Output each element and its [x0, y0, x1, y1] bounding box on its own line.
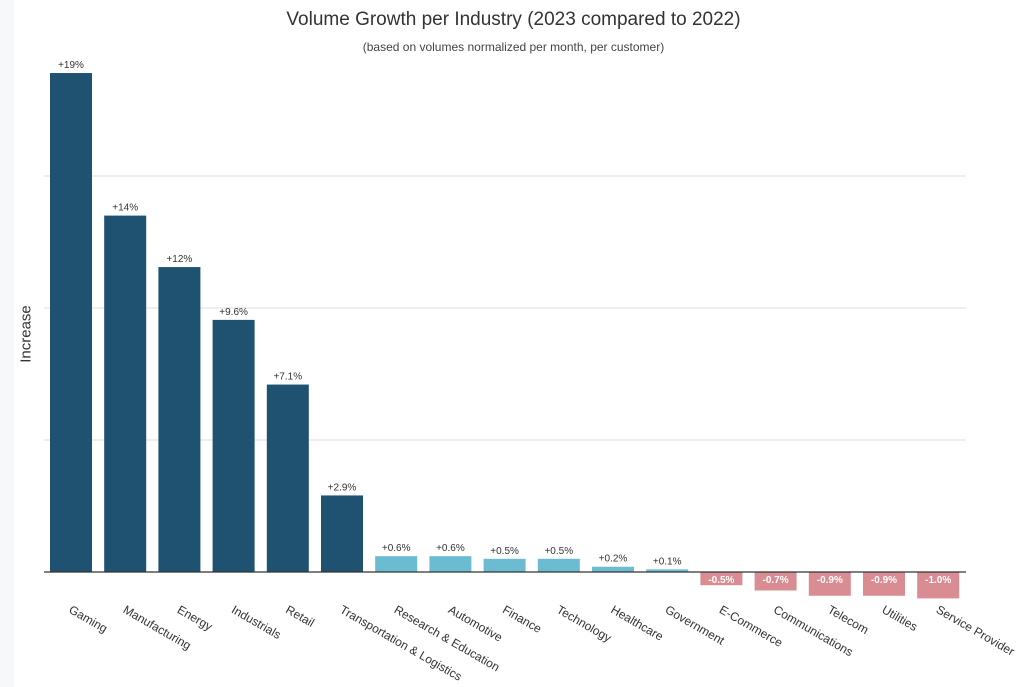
data-label: +19% — [58, 60, 84, 71]
category-label: Service Provider — [934, 602, 1017, 658]
bar — [321, 495, 363, 572]
chart-subtitle: (based on volumes normalized per month, … — [362, 40, 665, 54]
left-margin-strip — [0, 0, 14, 687]
category-label: Government — [663, 602, 728, 647]
data-label: -0.7% — [763, 575, 789, 586]
bar — [266, 384, 309, 572]
chart-title: Volume Growth per Industry (2023 compare… — [286, 9, 741, 30]
category-label: Industrials — [229, 602, 283, 641]
data-label: +0.1% — [653, 556, 682, 567]
data-label: +9.6% — [219, 307, 248, 318]
category-label: Utilities — [880, 602, 920, 633]
data-label: +12% — [166, 254, 192, 265]
bar — [212, 319, 255, 572]
category-label: Telecom — [825, 602, 871, 636]
data-label: +2.9% — [328, 482, 357, 493]
bar — [808, 572, 851, 596]
category-label: Retail — [283, 602, 317, 629]
data-label: +0.5% — [544, 546, 573, 557]
bar — [429, 556, 472, 572]
bar — [158, 267, 201, 572]
bar — [104, 215, 147, 572]
bar — [537, 558, 580, 572]
data-label: +7.1% — [273, 372, 302, 383]
data-label: +0.5% — [490, 546, 519, 557]
bar — [646, 569, 689, 572]
bar — [50, 73, 92, 572]
bar — [483, 558, 526, 572]
data-label: +0.6% — [382, 543, 411, 554]
bar — [375, 556, 418, 572]
data-label: +0.2% — [599, 554, 628, 565]
data-label: +0.6% — [436, 543, 465, 554]
category-label: Energy — [175, 602, 215, 633]
data-label: -0.9% — [871, 575, 897, 586]
category-label: Technology — [554, 602, 614, 644]
category-label: Finance — [500, 602, 544, 636]
bar — [592, 566, 634, 572]
data-label: +14% — [112, 203, 138, 214]
data-label: -1.0% — [925, 575, 951, 586]
bar — [863, 572, 905, 596]
bar — [700, 572, 743, 586]
data-label: -0.5% — [708, 575, 734, 586]
category-label: Gaming — [67, 602, 110, 635]
bar — [917, 572, 960, 599]
category-label: Healthcare — [609, 602, 667, 643]
bar — [754, 572, 797, 591]
data-label: -0.9% — [817, 575, 843, 586]
